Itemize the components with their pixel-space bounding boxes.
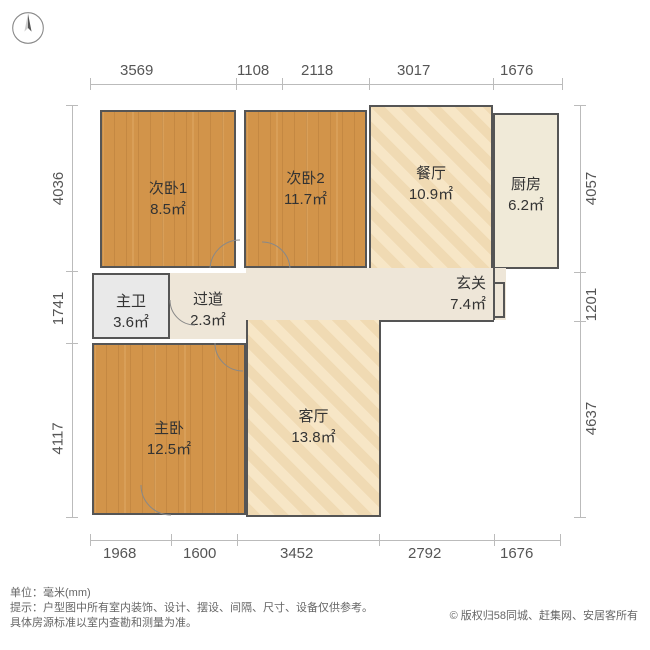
outline-right-lower <box>381 320 494 322</box>
room-master-bedroom: 主卧 12.5㎡ <box>92 343 246 515</box>
footer-note2: 具体房源标准以室内查勘和测量为准。 <box>10 615 197 632</box>
dim-right-3: 4637 <box>583 402 600 435</box>
floorplan-stage: 3569 1108 2118 3017 1676 1968 1600 3452 … <box>0 0 650 650</box>
label-entry-name: 玄关 <box>456 275 486 292</box>
label-dining-area: 10.9㎡ <box>371 183 491 204</box>
dim-right-2: 1201 <box>583 288 600 321</box>
dim-left-1: 4036 <box>50 172 67 205</box>
label-living-name: 客厅 <box>248 405 379 426</box>
room-entry: 玄关 7.4㎡ <box>246 268 506 320</box>
dim-bottom-1: 1968 <box>103 545 136 562</box>
room-dining: 餐厅 10.9㎡ <box>369 105 493 268</box>
dim-left-2: 1741 <box>50 292 67 325</box>
label-entry-area: 7.4㎡ <box>450 296 486 313</box>
dim-bottom-5: 1676 <box>500 545 533 562</box>
label-bed2-1-area: 8.5㎡ <box>102 198 234 219</box>
label-living-area: 13.8㎡ <box>248 426 379 447</box>
room-corridor: 过道 2.3㎡ <box>170 273 246 339</box>
dim-line-left <box>72 105 73 517</box>
label-bed2-1-name: 次卧1 <box>102 177 234 198</box>
dim-top-2: 1108 <box>237 62 269 79</box>
label-master-name: 主卧 <box>94 417 244 438</box>
label-kitchen-area: 6.2㎡ <box>495 194 557 215</box>
dim-line-right <box>580 105 581 517</box>
dim-left-3: 4117 <box>50 422 67 454</box>
dim-bottom-2: 1600 <box>183 545 216 562</box>
label-bed2-2-name: 次卧2 <box>246 167 365 188</box>
dim-top-5: 1676 <box>500 62 533 79</box>
dim-top-3: 2118 <box>301 62 333 79</box>
room-kitchen: 厨房 6.2㎡ <box>493 113 559 269</box>
dim-line-top <box>90 84 562 85</box>
room-living: 客厅 13.8㎡ <box>246 320 381 517</box>
dim-bottom-4: 2792 <box>408 545 441 562</box>
label-bath-area: 3.6㎡ <box>94 311 168 332</box>
compass-icon <box>10 10 46 46</box>
dim-right-1: 4057 <box>583 172 600 205</box>
dim-top-4: 3017 <box>397 62 430 79</box>
label-bath-name: 主卫 <box>94 290 168 311</box>
room-bedroom2-2: 次卧2 11.7㎡ <box>244 110 367 268</box>
dim-top-1: 3569 <box>120 62 153 79</box>
label-bed2-2-area: 11.7㎡ <box>246 188 365 209</box>
dim-line-bottom <box>90 540 560 541</box>
room-bath: 主卫 3.6㎡ <box>92 273 170 339</box>
label-corridor-name: 过道 <box>170 288 246 309</box>
label-master-area: 12.5㎡ <box>94 438 244 459</box>
footer-copyright: © 版权归58同城、赶集网、安居客所有 <box>450 608 638 625</box>
label-corridor-area: 2.3㎡ <box>170 309 246 330</box>
room-bedroom2-1: 次卧1 8.5㎡ <box>100 110 236 268</box>
dim-bottom-3: 3452 <box>280 545 313 562</box>
label-kitchen-name: 厨房 <box>495 173 557 194</box>
outline-right-vertical <box>493 268 495 320</box>
label-dining-name: 餐厅 <box>371 162 491 183</box>
